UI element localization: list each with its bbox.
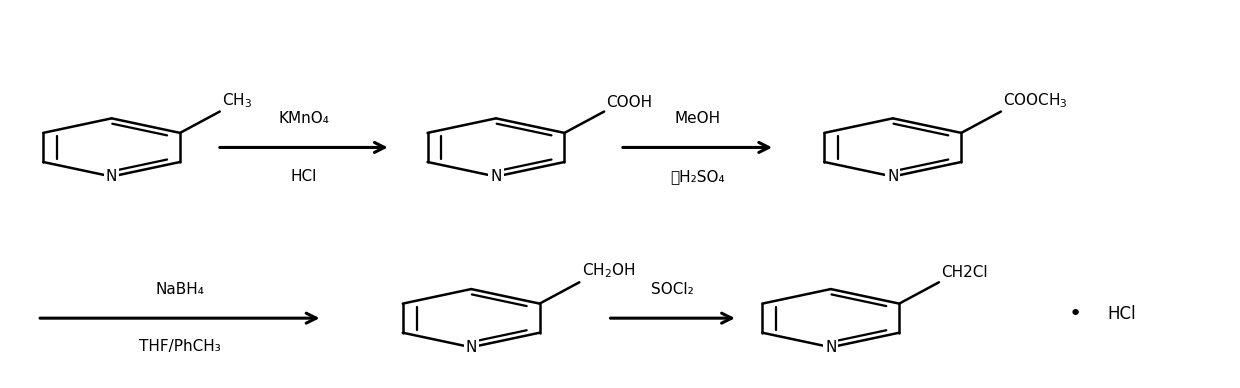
- Text: N: N: [490, 169, 502, 184]
- Text: CH$_3$: CH$_3$: [222, 91, 253, 110]
- Text: N: N: [105, 169, 118, 184]
- Text: N: N: [825, 340, 837, 355]
- Text: 浓H₂SO₄: 浓H₂SO₄: [670, 169, 725, 184]
- Text: COOH: COOH: [606, 95, 652, 110]
- Text: KMnO₄: KMnO₄: [278, 111, 330, 126]
- Text: SOCl₂: SOCl₂: [651, 282, 694, 297]
- Text: HCl: HCl: [1107, 305, 1136, 323]
- Text: N: N: [887, 169, 899, 184]
- Text: MeOH: MeOH: [675, 111, 720, 126]
- Text: NaBH₄: NaBH₄: [155, 282, 205, 297]
- Text: CH2Cl: CH2Cl: [941, 265, 988, 280]
- Text: •: •: [1069, 304, 1081, 324]
- Text: CH$_2$OH: CH$_2$OH: [582, 262, 635, 280]
- Text: THF/PhCH₃: THF/PhCH₃: [139, 340, 221, 355]
- Text: COOCH$_3$: COOCH$_3$: [1003, 91, 1068, 110]
- Text: HCl: HCl: [290, 169, 317, 184]
- Text: N: N: [465, 340, 477, 355]
